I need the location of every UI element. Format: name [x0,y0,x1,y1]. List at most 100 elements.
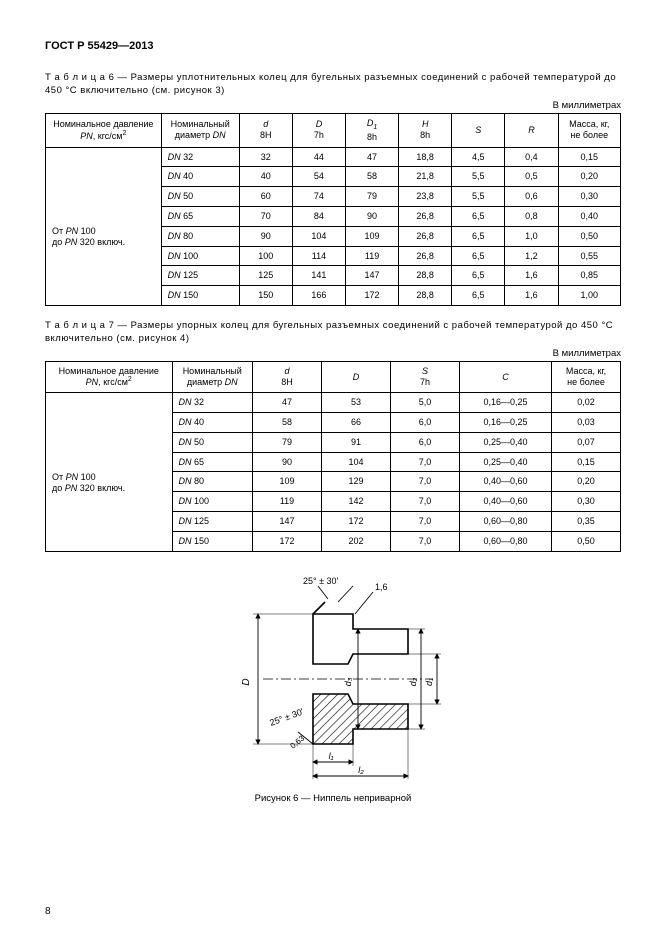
table-cell: 6,0 [391,413,460,433]
table-cell: 166 [292,286,345,306]
table-cell: 0,16—0,25 [460,413,552,433]
table-cell: 0,55 [558,246,621,266]
fig-angle1: 25° ± 30' [303,576,339,586]
t6-h1: Номинальное давление PN, кгс/см2 [46,113,162,147]
t6-h4: D7h [292,113,345,147]
table-cell: 23,8 [399,187,452,207]
t6-h2c: DN [213,130,226,140]
table7-caption-text: — Размеры упорных колец для бугельных ра… [45,320,613,344]
table-cell: 44 [292,147,345,167]
table-cell: 66 [322,413,391,433]
t6-pressure-cell: От PN 100до PN 320 включ. [46,147,162,305]
table-cell: 6,0 [391,432,460,452]
table-cell: 5,5 [452,187,505,207]
table-cell: 0,16—0,25 [460,393,552,413]
table-cell: 6,5 [452,226,505,246]
table-cell: 90 [346,207,399,227]
t6-h5s: 1 [373,123,377,130]
fig-l1: l₁ [329,751,334,761]
table-cell: DN 125 [161,266,239,286]
table-cell: 91 [322,432,391,452]
t6-h9a: Масса, кг, [569,119,609,129]
table-cell: 104 [322,452,391,472]
table-cell: 90 [253,452,322,472]
table-cell: 74 [292,187,345,207]
table-cell: 0,15 [558,147,621,167]
t6-h7: S [452,113,505,147]
table7-caption-prefix: Т а б л и ц а 7 [45,320,114,331]
table-cell: 0,20 [552,472,621,492]
t7-h1a: Номинальное давление [59,366,159,376]
fig-rad: 1,6 [375,582,388,592]
table-cell: 40 [239,167,292,187]
table-cell: 90 [239,226,292,246]
table-cell: 172 [322,511,391,531]
table-cell: 28,8 [399,266,452,286]
t6-h7a: S [475,125,481,135]
table-cell: 47 [253,393,322,413]
table-cell: 0,03 [552,413,621,433]
t7-h3: d8H [253,361,322,393]
table-cell: 26,8 [399,207,452,227]
table-cell: 70 [239,207,292,227]
table-cell: 0,07 [552,432,621,452]
table-cell: 0,40—0,60 [460,492,552,512]
table-cell: 1,2 [505,246,558,266]
table-cell: 0,15 [552,452,621,472]
table-cell: 0,25—0,40 [460,452,552,472]
table-cell: DN 65 [172,452,253,472]
t7-h3b: 8H [281,377,293,387]
table-cell: DN 32 [161,147,239,167]
table-cell: DN 150 [172,531,253,551]
fig-r063: 0,63 [289,733,307,750]
t6-h2: Номинальный диаметр DN [161,113,239,147]
table-cell: 142 [322,492,391,512]
table6: Номинальное давление PN, кгс/см2 Номинал… [45,113,621,306]
t6-h1b: PN [80,131,93,141]
fig-d3: d₃ [343,677,353,686]
table-cell: DN 65 [161,207,239,227]
table-cell: 4,5 [452,147,505,167]
t7-h7b: не более [567,377,605,387]
table-cell: 18,8 [399,147,452,167]
table-cell: 0,6 [505,187,558,207]
table-cell: 7,0 [391,492,460,512]
table-cell: 58 [253,413,322,433]
doc-header: ГОСТ Р 55429—2013 [45,40,621,52]
table-cell: 1,0 [505,226,558,246]
t7-h2: Номинальный диаметр DN [172,361,253,393]
table-cell: DN 50 [172,432,253,452]
table-cell: 53 [322,393,391,413]
t7-h1b: PN [86,377,99,387]
table-cell: 150 [239,286,292,306]
table-cell: 129 [322,472,391,492]
table7: Номинальное давление PN, кгс/см2 Номинал… [45,361,621,552]
t6-h4a: D [316,119,323,129]
fig-d1: d₁ [424,678,434,686]
table-cell: DN 80 [161,226,239,246]
table-cell: 28,8 [399,286,452,306]
t6-h8: R [505,113,558,147]
table-cell: 6,5 [452,207,505,227]
table-cell: 0,60—0,80 [460,531,552,551]
table-cell: 0,85 [558,266,621,286]
table-cell: 172 [253,531,322,551]
table-cell: 0,8 [505,207,558,227]
t6-h5b: 8h [367,132,377,142]
table-cell: 147 [253,511,322,531]
table-cell: 0,40 [558,207,621,227]
table-cell: 7,0 [391,452,460,472]
t6-h3: d8H [239,113,292,147]
t6-h5: D18h [346,113,399,147]
table-cell: 26,8 [399,246,452,266]
t7-h1-sup: 2 [128,376,132,383]
page-number: 8 [45,906,51,917]
table-cell: 5,5 [452,167,505,187]
t6-h6b: 8h [420,130,430,140]
table-cell: 21,8 [399,167,452,187]
table6-caption-text: — Размеры уплотнительных колец для бугел… [45,72,616,96]
t6-h8a: R [528,125,535,135]
table-cell: DN 100 [161,246,239,266]
t7-h4a: D [353,372,360,382]
table-cell: 0,25—0,40 [460,432,552,452]
